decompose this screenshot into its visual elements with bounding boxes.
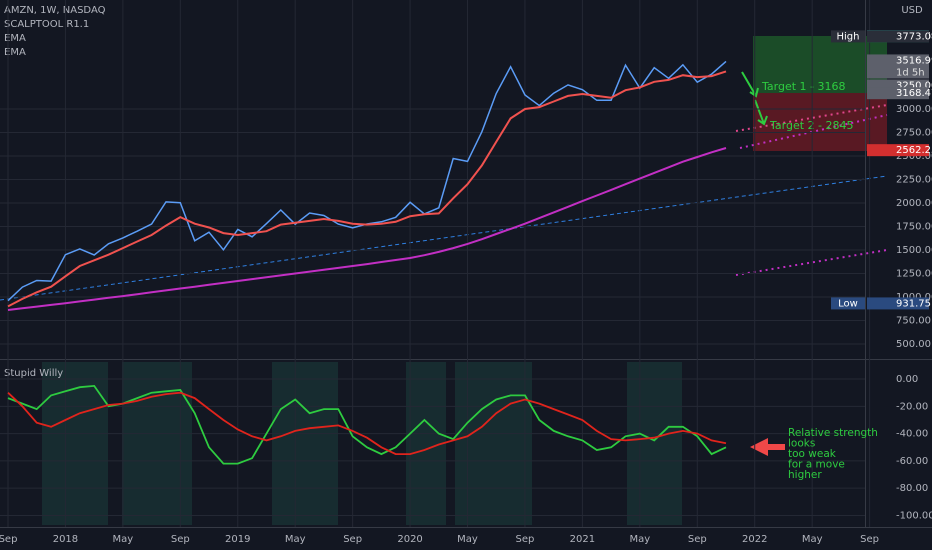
- tag-name-box: [831, 297, 865, 310]
- time-label: May: [113, 534, 134, 545]
- time-label: Sep: [516, 534, 535, 545]
- time-label: 2022: [742, 534, 767, 545]
- tag-name: Low: [838, 298, 858, 309]
- line-series: [7, 384, 727, 465]
- indicator: EMA: [4, 47, 26, 58]
- profit-zone: [753, 36, 887, 93]
- time-label: May: [629, 534, 650, 545]
- line-series: [7, 391, 727, 455]
- oscillator-title: Stupid Willy: [4, 368, 63, 379]
- price-tag: [867, 30, 929, 43]
- zone: [455, 362, 532, 525]
- price-tag: [867, 54, 929, 79]
- time-label: 2020: [397, 534, 422, 545]
- time-label: May: [457, 534, 478, 545]
- price-tag: [867, 144, 929, 157]
- price-tag-sub: 1d 5h: [896, 67, 925, 78]
- currency: USD: [901, 5, 923, 16]
- y-tick-label: -40.00: [896, 429, 928, 440]
- dotted-line: [739, 114, 888, 149]
- time-label: 2021: [570, 534, 595, 545]
- time-label: Sep: [343, 534, 362, 545]
- y-tick-label: 2500.00: [896, 151, 932, 162]
- price-tag-label: 2562.25: [896, 145, 932, 156]
- price-tag-label: 3168.47: [896, 88, 932, 99]
- arrow: [754, 99, 768, 126]
- price-tag: [867, 297, 929, 310]
- time-label: May: [285, 534, 306, 545]
- price-tag-label: 3250.00: [896, 81, 932, 92]
- symbol: AMZN, 1W, NASDAQ: [4, 5, 106, 16]
- annotation: Target 1 - 3168: [761, 80, 845, 93]
- price-tag-label: 3773.08: [896, 31, 932, 42]
- price-tag-label: 3516.99: [896, 55, 932, 66]
- note: too weak: [788, 448, 837, 460]
- line-series: [7, 147, 727, 311]
- arrow: [741, 71, 759, 98]
- y-tick-label: -20.00: [896, 401, 928, 412]
- indicator: SCALPTOOL R1.1: [4, 19, 89, 30]
- tag-name-box: [831, 30, 865, 43]
- time-label: Sep: [171, 534, 190, 545]
- time-label: Sep: [0, 534, 17, 545]
- note: higher: [788, 469, 822, 481]
- note: Relative strength: [788, 427, 878, 439]
- note: looks: [788, 438, 815, 450]
- tag-name: High: [837, 31, 860, 42]
- y-tick-label: -100.00: [896, 510, 932, 521]
- annotation: Target 2 - 2845: [769, 119, 853, 132]
- zone: [627, 362, 682, 525]
- dotted-line: [735, 249, 888, 276]
- time-label: 2019: [225, 534, 250, 545]
- y-tick-label: 2250.00: [896, 175, 932, 186]
- y-tick-label: 1750.00: [896, 222, 932, 233]
- y-tick-label: 750.00: [896, 315, 931, 326]
- y-tick-label: 0.00: [896, 374, 918, 385]
- y-tick-label: 2750.00: [896, 128, 932, 139]
- time-label: Sep: [688, 534, 707, 545]
- note-arrow: [750, 438, 785, 456]
- zone: [272, 362, 338, 525]
- y-tick-label: 500.00: [896, 339, 931, 350]
- y-tick-label: 1500.00: [896, 245, 932, 256]
- layout: [0, 0, 932, 528]
- y-tick-label: -60.00: [896, 456, 928, 467]
- loss-zone: [753, 93, 887, 151]
- y-tick-label: 1250.00: [896, 269, 932, 280]
- line-series: [7, 70, 727, 308]
- time-label: May: [802, 534, 823, 545]
- y-tick-label: 2000.00: [896, 198, 932, 209]
- price-tag-label: 931.75: [896, 298, 931, 309]
- y-tick-label: 3000.00: [896, 104, 932, 115]
- indicator: EMA: [4, 33, 26, 44]
- zone: [42, 362, 108, 525]
- time-label: 2018: [53, 534, 78, 545]
- zone: [122, 362, 192, 525]
- trendline: [0, 175, 888, 301]
- price-tag: [867, 87, 929, 100]
- time-label: Sep: [860, 534, 879, 545]
- note: for a move: [788, 459, 845, 471]
- y-tick-label: -80.00: [896, 483, 928, 494]
